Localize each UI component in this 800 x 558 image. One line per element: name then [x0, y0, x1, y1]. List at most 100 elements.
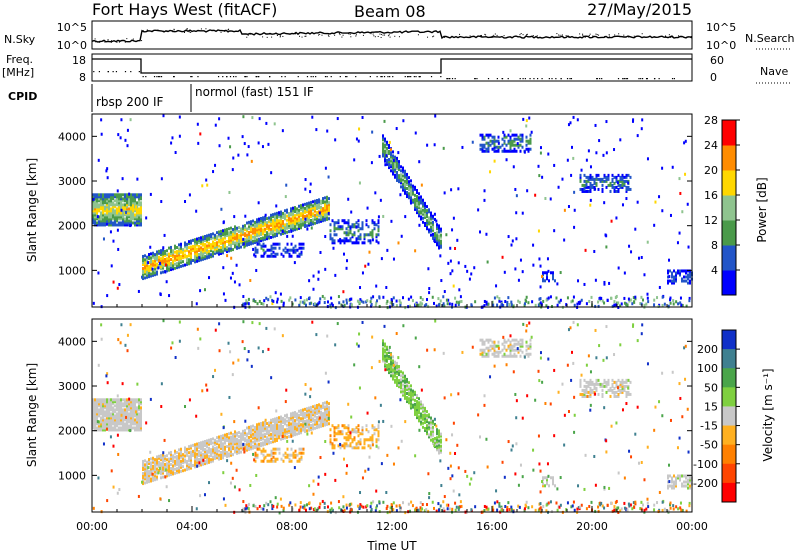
power-cell [573, 296, 575, 299]
velocity-cell [586, 381, 588, 384]
power-cell [265, 122, 267, 125]
power-cell [308, 279, 310, 282]
velocity-cell [396, 362, 398, 365]
power-cell [560, 299, 562, 302]
velocity-cell [414, 399, 416, 402]
power-cell [243, 242, 245, 245]
power-cell [284, 213, 286, 216]
nave-point [405, 76, 406, 77]
power-cell [216, 231, 218, 234]
power-cell [458, 301, 460, 304]
velocity-cell [390, 374, 392, 377]
velocity-cell [272, 424, 274, 427]
velocity-cell [582, 389, 584, 392]
power-cell [346, 259, 348, 262]
power-cell [344, 237, 346, 240]
power-cell [166, 253, 168, 256]
power-cell [378, 215, 380, 218]
power-cell [256, 238, 258, 241]
power-cell [596, 182, 598, 185]
cpid-segment-2: normol (fast) 151 IF [195, 85, 314, 99]
velocity-cell [104, 410, 106, 413]
velocity-cell [498, 351, 500, 354]
power-cell [347, 198, 349, 201]
power-cell [198, 245, 200, 248]
power-cell [114, 199, 116, 202]
nsearch-point [341, 37, 342, 38]
velocity-cell [434, 437, 436, 440]
power-cell [617, 301, 619, 304]
velocity-cell [506, 349, 508, 352]
power-cell [118, 221, 120, 224]
power-cell [398, 160, 400, 163]
power-cell [388, 158, 390, 161]
power-cell [188, 250, 190, 253]
power-cell [584, 184, 586, 187]
power-cell [103, 237, 105, 240]
velocity-cell [630, 381, 632, 384]
power-cell [590, 199, 592, 202]
power-cell [160, 257, 162, 260]
power-cell [301, 247, 303, 250]
velocity-cell [330, 438, 332, 441]
velocity-cell [386, 364, 388, 367]
velocity-cell [428, 433, 430, 436]
velocity-cell [512, 355, 514, 358]
power-cell [208, 234, 210, 237]
velocity-cell [96, 426, 98, 429]
power-cell [484, 144, 486, 147]
power-cell [314, 214, 316, 217]
velocity-cell [438, 429, 440, 432]
power-cell [150, 256, 152, 259]
velocity-cell [128, 424, 130, 427]
power-cell [669, 297, 671, 300]
power-cell [608, 282, 610, 285]
velocity-cell [246, 433, 248, 436]
power-cell [662, 296, 664, 299]
power-cell [234, 225, 236, 228]
velocity-cell [200, 451, 202, 454]
power-cell [280, 293, 282, 296]
velocity-cell [382, 347, 384, 350]
velocity-cell [528, 353, 530, 356]
velocity-cell [322, 412, 324, 415]
power-cell [440, 299, 442, 302]
power-cell [346, 221, 348, 224]
power-cell [266, 221, 268, 224]
power-cell [224, 229, 226, 232]
nsearch-point [228, 29, 229, 30]
power-cell [634, 296, 636, 299]
velocity-cell [592, 381, 594, 384]
velocity-cell [256, 423, 258, 426]
velocity-cell [510, 341, 512, 344]
power-cell [248, 298, 250, 301]
power-cell [406, 173, 408, 176]
power-cell [164, 250, 166, 253]
power-cell [242, 115, 244, 118]
power-cell [386, 141, 388, 144]
power-cell [393, 159, 395, 162]
power-cell [306, 228, 308, 231]
power-cell [432, 221, 434, 224]
velocity-cell [158, 455, 160, 458]
power-cell [164, 258, 166, 261]
power-cell [100, 211, 102, 214]
power-cell [446, 299, 448, 302]
power-cell [362, 241, 364, 244]
nsearch-point [295, 33, 296, 34]
nsearch-point [459, 34, 460, 35]
power-cell [160, 271, 162, 274]
power-cell [346, 227, 348, 230]
velocity-cell [402, 384, 404, 387]
nsearch-point [262, 36, 263, 37]
power-cell [286, 215, 288, 218]
nsearch-point [378, 36, 379, 37]
velocity-cell [624, 381, 626, 384]
velocity-cell [172, 464, 174, 467]
power-cell [612, 174, 614, 177]
power-cell [420, 216, 422, 219]
power-cell [504, 148, 506, 151]
nsearch-point [228, 32, 229, 33]
power-cell [158, 256, 160, 259]
